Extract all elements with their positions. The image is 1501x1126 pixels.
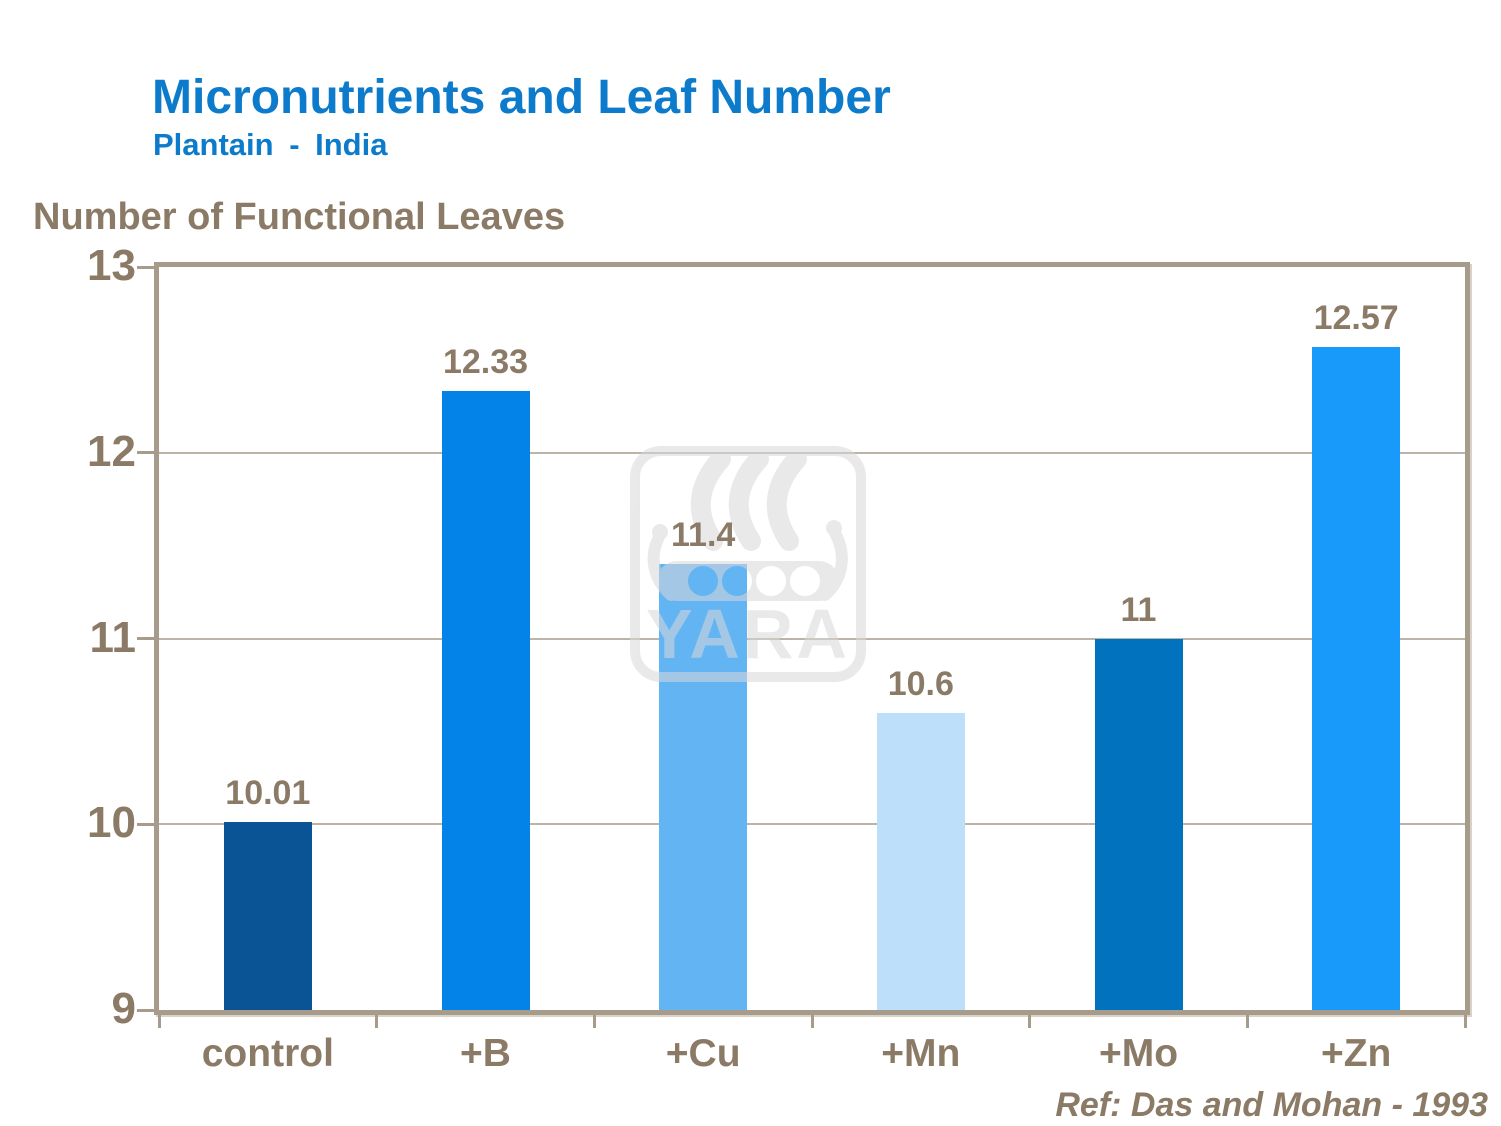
y-tick-label-13: 13	[87, 241, 136, 291]
bar-+Mo	[1094, 638, 1183, 1010]
y-tick-mark-10	[137, 822, 156, 826]
gridline-11	[159, 637, 1465, 640]
gridline-10	[159, 823, 1465, 826]
x-tick-mark-5	[1245, 1013, 1249, 1028]
x-tick-mark-4	[1028, 1013, 1032, 1028]
bar-value-label-+Mo: 11	[1120, 590, 1157, 629]
x-tick-label-+Zn: +Zn	[1320, 1032, 1392, 1075]
y-tick-label-9: 9	[111, 984, 136, 1034]
y-axis-title: Number of Functional Leaves	[33, 196, 566, 238]
x-tick-mark-2	[592, 1013, 596, 1028]
y-tick-mark-11	[137, 637, 156, 640]
x-tick-mark-1	[375, 1013, 379, 1028]
bar-value-label-+B: 12.33	[442, 343, 529, 382]
x-tick-label-+B: +B	[460, 1032, 511, 1075]
bar-+Cu	[659, 564, 748, 1010]
y-tick-mark-13	[137, 265, 156, 269]
bar-+Zn	[1312, 346, 1401, 1010]
chart-title: Micronutrients and Leaf Number	[152, 71, 891, 124]
gridline-12	[159, 451, 1465, 454]
chart-subtitle: Plantain - India	[153, 127, 388, 162]
plot-area	[154, 262, 1470, 1015]
y-tick-label-10: 10	[87, 798, 136, 848]
bar-value-label-+Mn: 10.6	[887, 664, 954, 703]
x-tick-label-+Mn: +Mn	[881, 1032, 961, 1075]
x-tick-label-+Cu: +Cu	[665, 1032, 741, 1075]
y-tick-label-11: 11	[89, 612, 136, 662]
y-tick-mark-12	[137, 451, 156, 455]
bar-value-label-+Cu: 11.4	[671, 516, 736, 555]
bar-value-label-+Zn: 12.57	[1313, 298, 1399, 337]
x-tick-mark-3	[810, 1013, 814, 1028]
bar-control	[223, 822, 312, 1010]
x-tick-label-control: control	[201, 1032, 334, 1075]
reference-text: Ref: Das and Mohan - 1993	[1055, 1086, 1488, 1124]
y-tick-label-12: 12	[87, 426, 136, 476]
x-tick-mark-6	[1463, 1013, 1467, 1028]
y-tick-mark-9	[137, 1008, 156, 1012]
bar-value-label-control: 10.01	[225, 774, 311, 813]
x-tick-mark-0	[157, 1013, 161, 1028]
bar-+B	[441, 391, 530, 1010]
x-tick-label-+Mo: +Mo	[1098, 1032, 1179, 1075]
bar-+Mn	[876, 712, 965, 1010]
